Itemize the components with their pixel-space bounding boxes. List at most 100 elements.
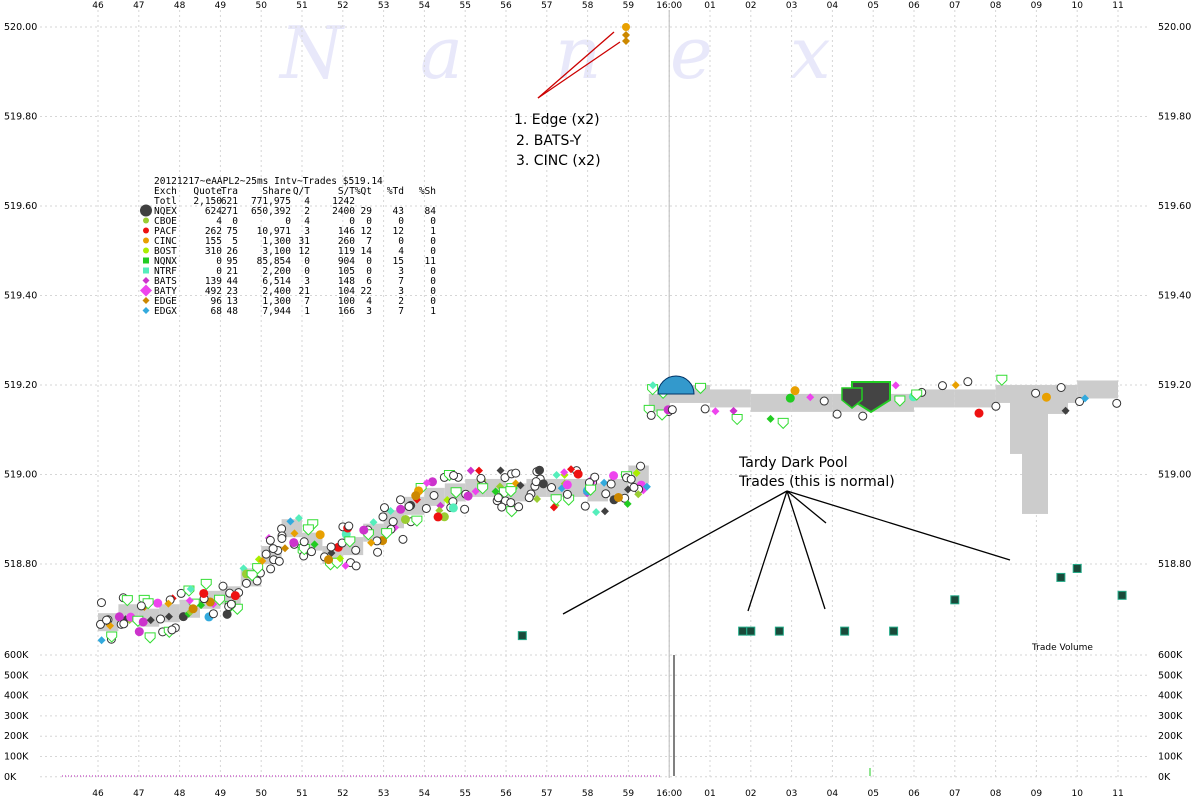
watermark-letter: N: [278, 11, 346, 95]
quote-marker: [475, 466, 484, 475]
quote-marker: [511, 468, 521, 478]
legend-row-cell: 10,971: [257, 226, 292, 237]
trade-marker: [302, 524, 314, 536]
quote-marker: [1031, 388, 1041, 398]
x-tick-label-bottom: 59: [623, 789, 635, 799]
legend-row-cell: 155: [205, 236, 222, 247]
quote-marker: [222, 609, 232, 619]
quote-marker: [573, 469, 583, 479]
trade-marker: [381, 528, 393, 540]
quote-marker: [336, 554, 345, 563]
dark-pool-trades: [517, 563, 1127, 641]
quote-marker: [963, 377, 973, 387]
quote-marker: [606, 479, 616, 489]
quote-marker: [164, 612, 173, 621]
x-tick-label-bottom: 05: [867, 789, 878, 799]
quote-marker: [623, 499, 632, 508]
quote-marker: [218, 581, 228, 591]
quote-marker: [153, 598, 163, 608]
y-tick-label-left: 519.20: [4, 380, 37, 391]
quote-marker: [265, 535, 275, 545]
legend-row-cell: 4: [366, 296, 372, 307]
legend-row-cell: 1,300: [262, 236, 291, 247]
quote-marker: [951, 381, 960, 390]
legend-symbol: [143, 267, 149, 274]
volume-tick-left: 600K: [4, 650, 29, 661]
legend-row-cell: 23: [227, 286, 238, 297]
legend-row-cell: 48: [227, 306, 239, 317]
quote-marker: [491, 487, 500, 496]
legend-row-cell: 29: [361, 206, 373, 217]
y-tick-label-left: 518.80: [4, 559, 37, 570]
quote-marker: [516, 481, 525, 490]
legend-symbol: [140, 204, 152, 217]
x-tick-label-bottom: 09: [1031, 789, 1043, 799]
legend-row-cell: 85,854: [257, 256, 292, 267]
quote-marker: [790, 386, 800, 396]
quote-marker: [601, 489, 611, 499]
quote-marker: [937, 381, 947, 391]
y-tick-label-left: 519.40: [4, 291, 37, 302]
volume-tick-right: 400K: [1158, 691, 1183, 702]
legend-row-cell: 105: [338, 266, 355, 277]
quote-marker: [146, 616, 155, 625]
legend-row-cell: 2: [398, 296, 404, 307]
quote-marker: [188, 604, 198, 614]
quote-marker: [398, 534, 408, 544]
y-tick-label-left: 519.00: [4, 470, 37, 481]
legend-row-cell: 0: [304, 256, 310, 267]
quote-marker: [299, 537, 309, 547]
legend-row-cell: 7: [304, 296, 310, 307]
annotation-pointer: [562, 490, 788, 615]
legend-header-cell: Quote: [193, 186, 222, 197]
legend-row-cell: 262: [205, 226, 222, 237]
legend-row-cell: 0: [304, 266, 310, 277]
quote-marker: [547, 483, 557, 493]
quote-marker: [252, 576, 262, 586]
quote-marker: [535, 465, 545, 475]
edge-quote-marker: [622, 31, 630, 39]
quote-marker: [281, 544, 290, 553]
legend-row-cell: 0: [366, 256, 372, 267]
y-tick-label-left: 519.60: [4, 201, 37, 212]
x-tick-label-top: 54: [419, 1, 431, 11]
legend-row-cell: 3: [398, 266, 404, 277]
x-tick-label-bottom: 49: [215, 789, 227, 799]
quote-marker: [819, 396, 829, 406]
y-tick-label-right: 518.80: [1158, 559, 1191, 570]
quote-marker: [590, 472, 600, 482]
x-tick-label-top: 59: [623, 1, 635, 11]
volume-tick-right: 500K: [1158, 670, 1183, 681]
legend-row-cell: 119: [338, 246, 355, 257]
nbbo-band-segment: [1022, 393, 1048, 514]
legend-row-cell: 14: [361, 246, 373, 257]
legend-row-cell: 271: [221, 206, 238, 217]
legend-row-cell: 11: [425, 256, 437, 267]
quote-marker: [460, 504, 470, 514]
trade-marker: [477, 483, 489, 495]
quote-marker: [496, 466, 505, 475]
watermark-letter: e: [670, 11, 713, 95]
legend-header-cell: %Td: [387, 186, 404, 197]
x-tick-label-bottom: 11: [1112, 789, 1123, 799]
nbbo-band: [98, 380, 1118, 632]
quote-marker: [258, 557, 267, 566]
quote-marker: [230, 591, 240, 601]
legend-row-cell: 0: [285, 216, 291, 227]
quote-marker: [766, 414, 775, 423]
quote-marker: [429, 490, 439, 500]
x-tick-label-bottom: 54: [419, 789, 431, 799]
quote-marker: [378, 512, 388, 522]
legend-row-cell: 0: [430, 246, 436, 257]
annotation-pointers: [562, 490, 1011, 615]
x-tick-label-top: 11: [1112, 1, 1123, 11]
quote-marker: [359, 525, 369, 535]
legend-row-cell: 492: [205, 286, 222, 297]
quote-marker: [176, 588, 186, 598]
nbbo-band-segment: [567, 478, 588, 497]
quote-marker: [562, 480, 572, 490]
nqex-large-marker: [657, 375, 695, 395]
info-line: 20121217~eAAPL2~25ms Intv~Trades $519.14: [154, 176, 383, 187]
legend-row-cell: 3: [398, 286, 404, 297]
